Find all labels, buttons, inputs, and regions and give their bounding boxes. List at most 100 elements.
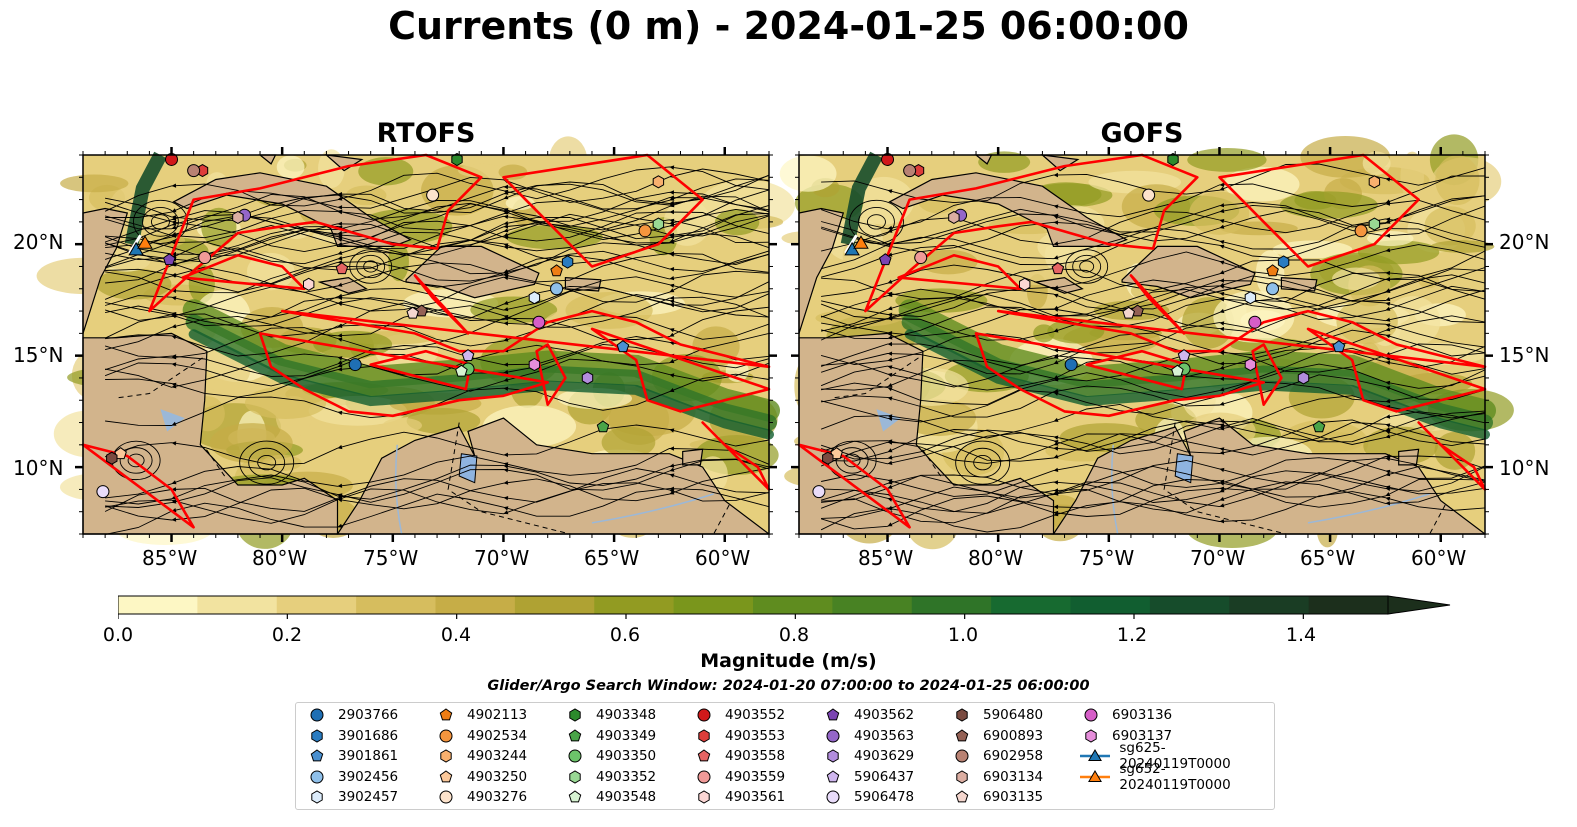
- colorbar-label: Magnitude (m/s): [700, 650, 877, 672]
- gofs-float-4903352: [1368, 217, 1381, 231]
- gofs-map[interactable]: [779, 134, 1514, 550]
- legend-marker: [311, 728, 323, 743]
- legend-label: sg652-20240119T0000: [1119, 760, 1231, 793]
- colorbar-segment: [435, 596, 516, 614]
- colorbar-segment: [753, 596, 833, 614]
- legend-item: 5906478: [820, 787, 914, 807]
- rtofs-float-2903766: [348, 358, 362, 372]
- legend-item: 3901686: [304, 726, 398, 746]
- gofs-streamlines: [820, 163, 1486, 533]
- gofs-float-4903349: [1312, 420, 1326, 433]
- rtofs-streamlines: [104, 165, 770, 535]
- gofs-float-4903276: [1142, 188, 1156, 202]
- legend-label: 4903349: [596, 727, 657, 744]
- legend-marker: [826, 729, 840, 742]
- legend-label: 5906480: [983, 707, 1044, 723]
- legend-marker: [1085, 728, 1097, 743]
- gofs-float-3901861: [1332, 340, 1346, 353]
- rtofs-float-4903559: [198, 251, 212, 265]
- legend-label: 5906478: [854, 789, 915, 805]
- legend-label: 6903135: [983, 789, 1044, 805]
- magnitude-colorbar: [118, 595, 1451, 619]
- lat-label-15n-right: 15°N: [1499, 343, 1550, 367]
- legend-item: 4903548: [562, 787, 656, 807]
- legend-label: 3901686: [338, 727, 399, 744]
- legend-marker: [697, 708, 711, 722]
- colorbar-segment: [1308, 596, 1388, 614]
- colorbar-segment: [1070, 596, 1151, 614]
- legend-marker: [439, 769, 453, 782]
- cbar-tick-6: 1.2: [1116, 624, 1148, 646]
- legend-label: 4903563: [854, 727, 915, 744]
- rtofs-map[interactable]: [36, 136, 796, 549]
- gofs-float-2903766: [1064, 358, 1078, 372]
- rtofs-float-5906437: [461, 348, 475, 361]
- lon-label-65w-right: 65°W: [1300, 546, 1356, 570]
- legend-marker: [955, 728, 969, 741]
- gofs-float-4903244: [1368, 175, 1381, 189]
- lat-label-20n-left: 20°N: [13, 230, 64, 254]
- legend-label: 3902457: [338, 789, 399, 805]
- legend-marker: [310, 770, 324, 783]
- legend-marker: [827, 749, 839, 763]
- legend-item: 4902534: [433, 726, 527, 746]
- panel-title-gofs: GOFS: [1100, 118, 1184, 149]
- legend-label: 2903766: [338, 707, 399, 723]
- legend-item: 4903553: [691, 726, 785, 746]
- legend-label: 4903558: [725, 748, 786, 764]
- rtofs-ticks: [75, 147, 777, 542]
- legend-item: 4903250: [433, 767, 527, 787]
- lon-label-60w-left: 60°W: [695, 546, 751, 570]
- gofs-float-4903558: [1051, 262, 1065, 275]
- cbar-tick-3: 0.6: [609, 624, 641, 646]
- legend-item: 2903766: [304, 705, 398, 725]
- gofs-float-6903134: [948, 210, 960, 224]
- legend-label: 6903136: [1112, 707, 1173, 723]
- gofs-glider-sg625: [844, 241, 860, 256]
- rtofs-float-4903352: [652, 217, 665, 231]
- gofs-float-6902958: [903, 164, 917, 178]
- gofs-float-5906437: [1177, 348, 1191, 361]
- legend-item: 4903629: [820, 746, 914, 766]
- legend-label: 4902534: [467, 727, 528, 744]
- rtofs-float-4903348: [451, 152, 463, 167]
- legend-item: 4903563: [820, 726, 914, 746]
- legend-label: 4903629: [854, 748, 915, 764]
- cbar-tick-4: 0.8: [778, 624, 810, 646]
- colorbar-segment: [118, 596, 198, 614]
- rtofs-float-4903276: [426, 188, 440, 202]
- cbar-tick-2: 0.4: [440, 624, 472, 646]
- gofs-glider-sg652: [853, 235, 869, 249]
- legend-item: 4903349: [562, 726, 656, 746]
- legend-item: 3902456: [304, 767, 398, 787]
- legend-label: sg625-20240119T0000: [1119, 740, 1231, 772]
- legend-marker: [439, 708, 453, 721]
- legend-marker: [697, 749, 711, 762]
- legend-item: 4903559: [691, 767, 785, 787]
- gofs-float-3902456: [1266, 282, 1280, 296]
- legend-label: 4903276: [467, 789, 528, 805]
- legend-item: sg652-20240119T0000: [1078, 761, 1274, 793]
- rtofs-float-4903561: [303, 277, 315, 291]
- colorbar-segment: [991, 596, 1071, 614]
- legend-marker: [956, 769, 968, 784]
- gofs-float-4902534: [1354, 224, 1368, 238]
- legend-marker: [826, 708, 840, 721]
- rtofs-float-5906478: [96, 485, 110, 499]
- colorbar-segment: [673, 596, 754, 614]
- rtofs-float-6903135: [406, 306, 419, 319]
- legend-label: 6903134: [983, 768, 1044, 785]
- gofs-float-4903629: [1297, 371, 1310, 385]
- gofs-float-4903562: [879, 253, 892, 266]
- rtofs-float-3902456: [550, 282, 564, 296]
- figure-title: Currents (0 m) - 2024-01-25 06:00:00: [388, 4, 1189, 48]
- legend-marker: [955, 790, 969, 803]
- legend-label: 4902113: [467, 707, 528, 723]
- legend-item: 4903558: [691, 746, 785, 766]
- legend-marker: [826, 790, 840, 804]
- legend-marker: [568, 790, 582, 803]
- gofs-float-4903348: [1167, 152, 1179, 167]
- legend-item: 4903348: [562, 705, 656, 725]
- gofs-float-3902457: [1244, 291, 1257, 305]
- rtofs-float-4903250: [114, 447, 127, 460]
